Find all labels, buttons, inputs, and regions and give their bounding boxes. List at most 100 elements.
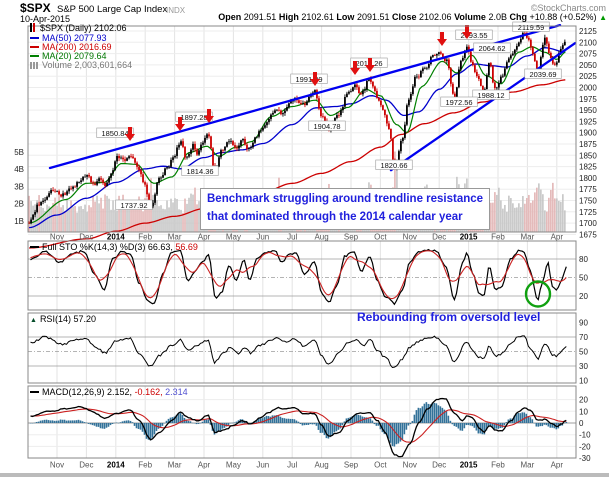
svg-text:70: 70 xyxy=(579,333,588,342)
svg-text:Dec: Dec xyxy=(432,233,446,242)
svg-text:1850.84: 1850.84 xyxy=(101,129,128,138)
svg-text:1975: 1975 xyxy=(579,95,597,104)
svg-text:-10: -10 xyxy=(579,431,591,440)
svg-text:2119.59: 2119.59 xyxy=(518,23,545,32)
svg-text:1775: 1775 xyxy=(579,185,597,194)
ma20-line xyxy=(29,46,566,224)
svg-text:Nov: Nov xyxy=(403,461,417,470)
svg-text:1972.56: 1972.56 xyxy=(445,98,472,107)
price-legend-label: $SPX (Daily) 2102.06 xyxy=(40,23,127,33)
macd-line xyxy=(30,397,567,458)
svg-text:1750: 1750 xyxy=(579,197,597,206)
svg-text:Dec: Dec xyxy=(79,461,93,470)
svg-text:-20: -20 xyxy=(579,442,591,451)
change-up-icon: ▲ xyxy=(599,13,607,22)
svg-text:2025: 2025 xyxy=(579,72,597,81)
svg-text:1700: 1700 xyxy=(579,219,597,228)
exchange-label: INDX xyxy=(166,6,186,15)
svg-text:Apr: Apr xyxy=(551,461,564,470)
svg-text:1825: 1825 xyxy=(579,163,597,172)
svg-text:May: May xyxy=(226,233,241,242)
svg-text:30: 30 xyxy=(579,362,588,371)
trendline-annotation-line1: Benchmark struggling around trendline re… xyxy=(207,193,484,205)
svg-text:Aug: Aug xyxy=(314,233,328,242)
change-value: +10.88 (+0.52%) xyxy=(529,12,597,22)
svg-text:2014: 2014 xyxy=(107,233,125,242)
ma50-line xyxy=(29,47,566,229)
svg-text:2015: 2015 xyxy=(460,461,478,470)
volume-legend: Volume 2,003,601,664 xyxy=(30,61,132,70)
low-value: 2091.51 xyxy=(356,12,390,22)
svg-text:Mar: Mar xyxy=(521,461,535,470)
trendline-annotation-line2: that dominated through the 2014 calendar… xyxy=(207,210,463,223)
svg-text:Mar: Mar xyxy=(521,233,535,242)
copyright-label: ©StockCharts.com xyxy=(530,3,606,13)
rsi-line xyxy=(30,335,567,369)
svg-text:May: May xyxy=(226,461,241,470)
svg-text:Feb: Feb xyxy=(138,233,152,242)
svg-text:Jun: Jun xyxy=(256,461,269,470)
svg-text:-30: -30 xyxy=(579,454,591,463)
svg-text:1814.36: 1814.36 xyxy=(186,167,213,176)
symbol-name: S&P 500 Large Cap Index xyxy=(57,4,168,15)
svg-text:Feb: Feb xyxy=(491,461,505,470)
svg-text:Sep: Sep xyxy=(344,233,359,242)
macd-signal-value: -0.162, xyxy=(134,387,163,397)
svg-text:1675: 1675 xyxy=(579,230,597,239)
candles xyxy=(28,30,566,225)
oversold-circle xyxy=(524,280,552,308)
svg-text:Aug: Aug xyxy=(314,461,328,470)
svg-text:Apr: Apr xyxy=(198,233,211,242)
sto-k-line xyxy=(30,248,567,306)
ma50-line-icon xyxy=(30,37,39,40)
svg-text:1900: 1900 xyxy=(579,129,597,138)
svg-text:2000: 2000 xyxy=(579,84,597,93)
svg-text:3B: 3B xyxy=(14,182,24,191)
svg-text:1925: 1925 xyxy=(579,117,597,126)
high-value: 2102.61 xyxy=(301,12,334,22)
panel-borders xyxy=(0,25,609,477)
svg-text:2039.69: 2039.69 xyxy=(529,70,556,79)
ma20-legend: MA(20) 2079.64 xyxy=(30,52,107,61)
annotation-arrows xyxy=(125,25,472,141)
svg-text:1737.92: 1737.92 xyxy=(120,201,147,210)
svg-text:Dec: Dec xyxy=(432,461,446,470)
svg-text:20: 20 xyxy=(579,396,588,405)
svg-text:4B: 4B xyxy=(14,165,24,174)
svg-text:2093.55: 2093.55 xyxy=(460,31,487,40)
volume-label: Volume xyxy=(454,12,486,22)
svg-text:Apr: Apr xyxy=(551,233,564,242)
open-label: Open xyxy=(218,12,242,22)
svg-text:2B: 2B xyxy=(14,200,24,209)
svg-text:Mar: Mar xyxy=(168,233,182,242)
svg-text:50: 50 xyxy=(579,348,588,357)
svg-text:2064.62: 2064.62 xyxy=(478,44,505,53)
svg-text:Nov: Nov xyxy=(403,233,417,242)
sto-line-icon xyxy=(30,246,39,249)
svg-text:1988.12: 1988.12 xyxy=(477,91,504,100)
macd-hist-value: 2.314 xyxy=(165,387,188,397)
svg-text:Jun: Jun xyxy=(256,233,269,242)
month-axis-labels: Nov Dec 2014 Feb Mar Apr May Jun Jul Aug Sep Oct Nov… xyxy=(50,233,563,470)
svg-text:1991.39: 1991.39 xyxy=(295,75,322,84)
svg-text:80: 80 xyxy=(579,255,588,264)
svg-text:1897.28: 1897.28 xyxy=(180,113,207,122)
svg-text:Oct: Oct xyxy=(374,233,387,242)
svg-text:Nov: Nov xyxy=(50,233,64,242)
svg-text:Oct: Oct xyxy=(374,461,387,470)
ma200-legend-label: MA(200) 2016.69 xyxy=(42,42,112,52)
svg-text:1B: 1B xyxy=(14,217,24,226)
svg-text:90: 90 xyxy=(579,318,588,327)
svg-text:1820.66: 1820.66 xyxy=(380,161,407,170)
ma200-legend: MA(200) 2016.69 xyxy=(30,43,112,52)
svg-text:5B: 5B xyxy=(14,148,24,157)
open-value: 2091.51 xyxy=(243,12,277,22)
low-label: Low xyxy=(336,12,355,22)
svg-text:Sep: Sep xyxy=(344,461,359,470)
sto-legend: Full STO %K(14,3) %D(3) 66.63, 56.69 xyxy=(30,243,198,252)
candlestick-icon xyxy=(30,23,37,32)
volume-bars-icon xyxy=(30,62,39,69)
ma50-legend-label: MA(50) 2077.93 xyxy=(42,33,107,43)
trendline-annotation: Benchmark struggling around trendline re… xyxy=(200,188,491,230)
rsi-legend-label: RSI(14) 57.20 xyxy=(39,314,96,324)
